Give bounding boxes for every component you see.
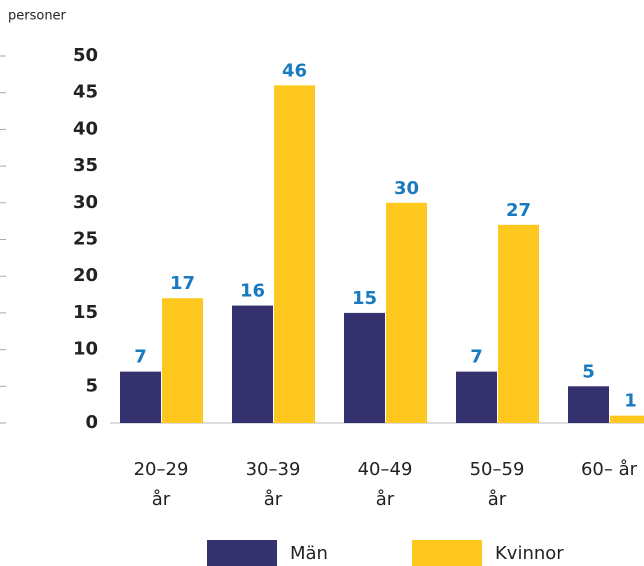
value-label: 1 <box>624 391 637 412</box>
y-tick-label: 30 <box>73 192 98 213</box>
legend-swatch <box>412 540 482 566</box>
value-label: 15 <box>352 288 377 309</box>
x-tick-label: 40–49 år <box>357 459 413 510</box>
x-tick-label: 60– år <box>580 459 638 480</box>
y-axis-label: personer <box>8 9 67 24</box>
bar <box>344 312 385 423</box>
bar <box>568 386 609 423</box>
y-tick-label: 35 <box>73 155 98 176</box>
value-label: 46 <box>282 60 307 81</box>
value-label: 30 <box>394 178 419 199</box>
bar <box>456 371 497 423</box>
value-label: 5 <box>582 361 595 382</box>
x-tick-label: 50–59 år <box>469 459 525 510</box>
value-label: 17 <box>170 273 195 294</box>
y-tick-label: 15 <box>73 302 98 323</box>
value-label: 7 <box>470 347 483 368</box>
y-tick-label: 5 <box>85 375 98 396</box>
x-tick-label: 20–29 år <box>133 459 189 510</box>
bar <box>162 298 203 423</box>
bar <box>610 415 644 423</box>
value-label: 27 <box>506 200 531 221</box>
y-tick-label: 0 <box>85 412 98 433</box>
bar <box>232 305 273 423</box>
bar <box>274 85 315 424</box>
bar <box>120 371 161 423</box>
y-tick-label: 50 <box>73 45 98 66</box>
legend-swatch <box>207 540 277 566</box>
value-label: 16 <box>240 281 265 302</box>
y-tick-label: 45 <box>73 82 98 103</box>
legend-label: Kvinnor <box>495 543 564 564</box>
legend-label: Män <box>290 543 328 564</box>
y-tick-label: 25 <box>73 229 98 250</box>
y-tick-label: 20 <box>73 265 98 286</box>
x-tick-label: 30–39 år <box>245 459 301 510</box>
bar <box>498 224 539 423</box>
bar <box>386 202 427 423</box>
value-label: 7 <box>134 347 147 368</box>
y-tick-label: 40 <box>73 118 98 139</box>
y-tick-label: 10 <box>73 339 98 360</box>
